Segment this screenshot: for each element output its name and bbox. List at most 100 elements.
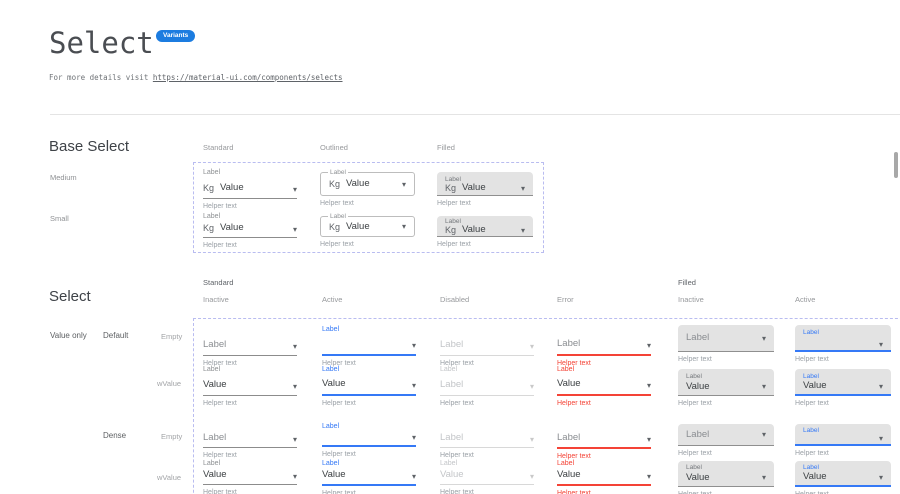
dropdown-caret-icon: ▾ [292,225,297,234]
select-heading: Select [49,288,91,305]
select-dense-standard-active-wvalue[interactable]: Label Value ▾ Helper text [322,459,416,494]
select-value: Value [440,469,464,480]
select-value: Label [440,379,464,390]
floating-label: Label [803,427,819,434]
select-standard-inactive-wvalue[interactable]: Label Value ▾ Helper text [203,365,297,408]
helper-text: Helper text [795,400,829,407]
select-standard-disabled-wvalue: Label Label ▾ Helper text [440,365,534,408]
select-dense-standard-error-wvalue[interactable]: Label Value ▾ Helper text [557,459,651,494]
helper-text: Helper text [203,360,237,367]
state-header-inactive: Inactive [203,295,229,304]
floating-label: Label [322,326,340,333]
row-label-medium: Medium [50,173,77,182]
state-header-filled-active: Active [795,295,816,304]
helper-text: Helper text [320,200,354,207]
select-value: Value [220,222,244,233]
helper-text: Helper text [795,356,829,363]
select-standard-active-wvalue[interactable]: Label Value ▾ Helper text [322,365,416,408]
dropdown-caret-icon: ▾ [529,472,534,481]
helper-text: Helper text [557,490,591,494]
helper-text: Helper text [678,491,774,494]
base-select-standard-medium[interactable]: Label Kg Value ▾ Helper text [203,168,297,211]
helper-text: Helper text [678,400,712,407]
floating-label: Label [557,460,575,467]
scrollbar-thumb[interactable] [894,152,898,178]
select-filled-inactive-wvalue[interactable]: Label Value ▾ Helper text [678,369,774,408]
select-standard-disabled-empty: Label ▾ Helper text [440,325,534,368]
dropdown-caret-icon: ▾ [529,382,534,391]
base-select-filled-small[interactable]: Label Kg Value ▾ Helper text [437,216,533,249]
dropdown-caret-icon: ▾ [761,430,766,439]
base-select-filled-medium[interactable]: Label Kg Value ▾ Helper text [437,172,533,208]
dropdown-caret-icon: ▾ [878,339,883,349]
select-dense-filled-active-empty[interactable]: Label ▾ Helper text [795,424,891,458]
helper-text: Helper text [557,453,591,460]
select-standard-error-empty[interactable]: Label ▾ Helper text [557,325,651,368]
dropdown-caret-icon: ▾ [411,381,416,390]
helper-text: Helper text [678,356,712,363]
select-standard-active-empty[interactable]: Label ▾ Helper text [322,325,416,368]
helper-text: Helper text [322,451,356,458]
floating-label: Label [440,366,458,373]
select-filled-inactive-empty[interactable]: Label ▾ Helper text [678,325,774,364]
base-select-standard-small[interactable]: Label Kg Value ▾ Helper text [203,212,297,250]
helper-text: Helper text [320,241,354,248]
group-header-filled: Filled [678,278,696,287]
floating-label: Label [440,460,458,467]
select-dense-standard-error-empty[interactable]: Label ▾ Helper text [557,422,651,461]
select-filled-active-empty[interactable]: Label ▾ Helper text [795,325,891,364]
helper-text: Helper text [440,360,474,367]
select-dense-standard-disabled-wvalue: Label Value ▾ Helper text [440,459,534,494]
base-select-outlined-medium[interactable]: Label Kg Value ▾ Helper text [320,169,415,208]
helper-text: Helper text [437,241,471,248]
helper-text: Helper text [440,489,474,494]
col-header-standard: Standard [203,143,234,152]
select-placeholder: Label [686,428,710,440]
state-header-filled-inactive: Inactive [678,295,704,304]
dropdown-caret-icon: ▾ [529,342,534,351]
group-header-standard: Standard [203,278,234,287]
base-select-frame [193,162,544,253]
select-value: Value [346,220,370,232]
select-dense-standard-inactive-empty[interactable]: Label ▾ Helper text [203,422,297,460]
select-placeholder: Label [440,339,464,350]
dropdown-caret-icon: ▾ [292,342,297,351]
select-dense-filled-active-wvalue[interactable]: Label Value ▾ Helper text [795,461,891,494]
state-header-active: Active [322,295,343,304]
helper-text: Helper text [557,360,591,367]
select-dense-standard-active-empty[interactable]: Label ▾ Helper text [322,422,416,459]
helper-text: Helper text [557,400,591,407]
helper-text: Helper text [795,491,891,494]
select-placeholder: Label [203,432,227,443]
select-dense-filled-inactive-empty[interactable]: Label ▾ Helper text [678,424,774,458]
material-ui-link[interactable]: https://material-ui.com/components/selec… [152,73,343,82]
floating-label: Label [203,460,221,467]
dropdown-caret-icon: ▾ [646,472,651,481]
select-filled-active-wvalue[interactable]: Label Value ▾ Helper text [795,369,891,408]
select-dense-standard-inactive-wvalue[interactable]: Label Value ▾ Helper text [203,459,297,494]
state-header-error: Error [557,295,574,304]
select-value: Value [462,182,486,193]
floating-label: Label [322,423,340,430]
row-label-value-only: Value only [50,331,87,340]
adornment: Kg [445,225,457,235]
select-standard-error-wvalue[interactable]: Label Value ▾ Helper text [557,365,651,408]
select-placeholder: Label [557,338,581,349]
select-dense-filled-inactive-wvalue[interactable]: Label Value ▾ Helper text [678,461,774,494]
subtitle: For more details visit https://material-… [49,73,343,82]
dropdown-caret-icon: ▾ [646,381,651,390]
select-placeholder: Label [440,432,464,443]
select-value: Value [220,182,244,193]
select-value: Value [803,471,827,482]
dropdown-caret-icon: ▾ [520,183,525,193]
base-select-outlined-small[interactable]: Label Kg Value ▾ Helper text [320,213,415,249]
dropdown-caret-icon: ▾ [411,472,416,481]
subtitle-text: For more details visit [49,73,153,82]
helper-text: Helper text [203,242,237,249]
select-placeholder: Label [557,432,581,443]
dropdown-caret-icon: ▾ [878,472,883,482]
select-standard-inactive-empty[interactable]: Label ▾ Helper text [203,325,297,368]
dropdown-caret-icon: ▾ [878,381,883,391]
row-label-dense-empty: Empty [161,432,183,441]
helper-text: Helper text [203,203,237,210]
